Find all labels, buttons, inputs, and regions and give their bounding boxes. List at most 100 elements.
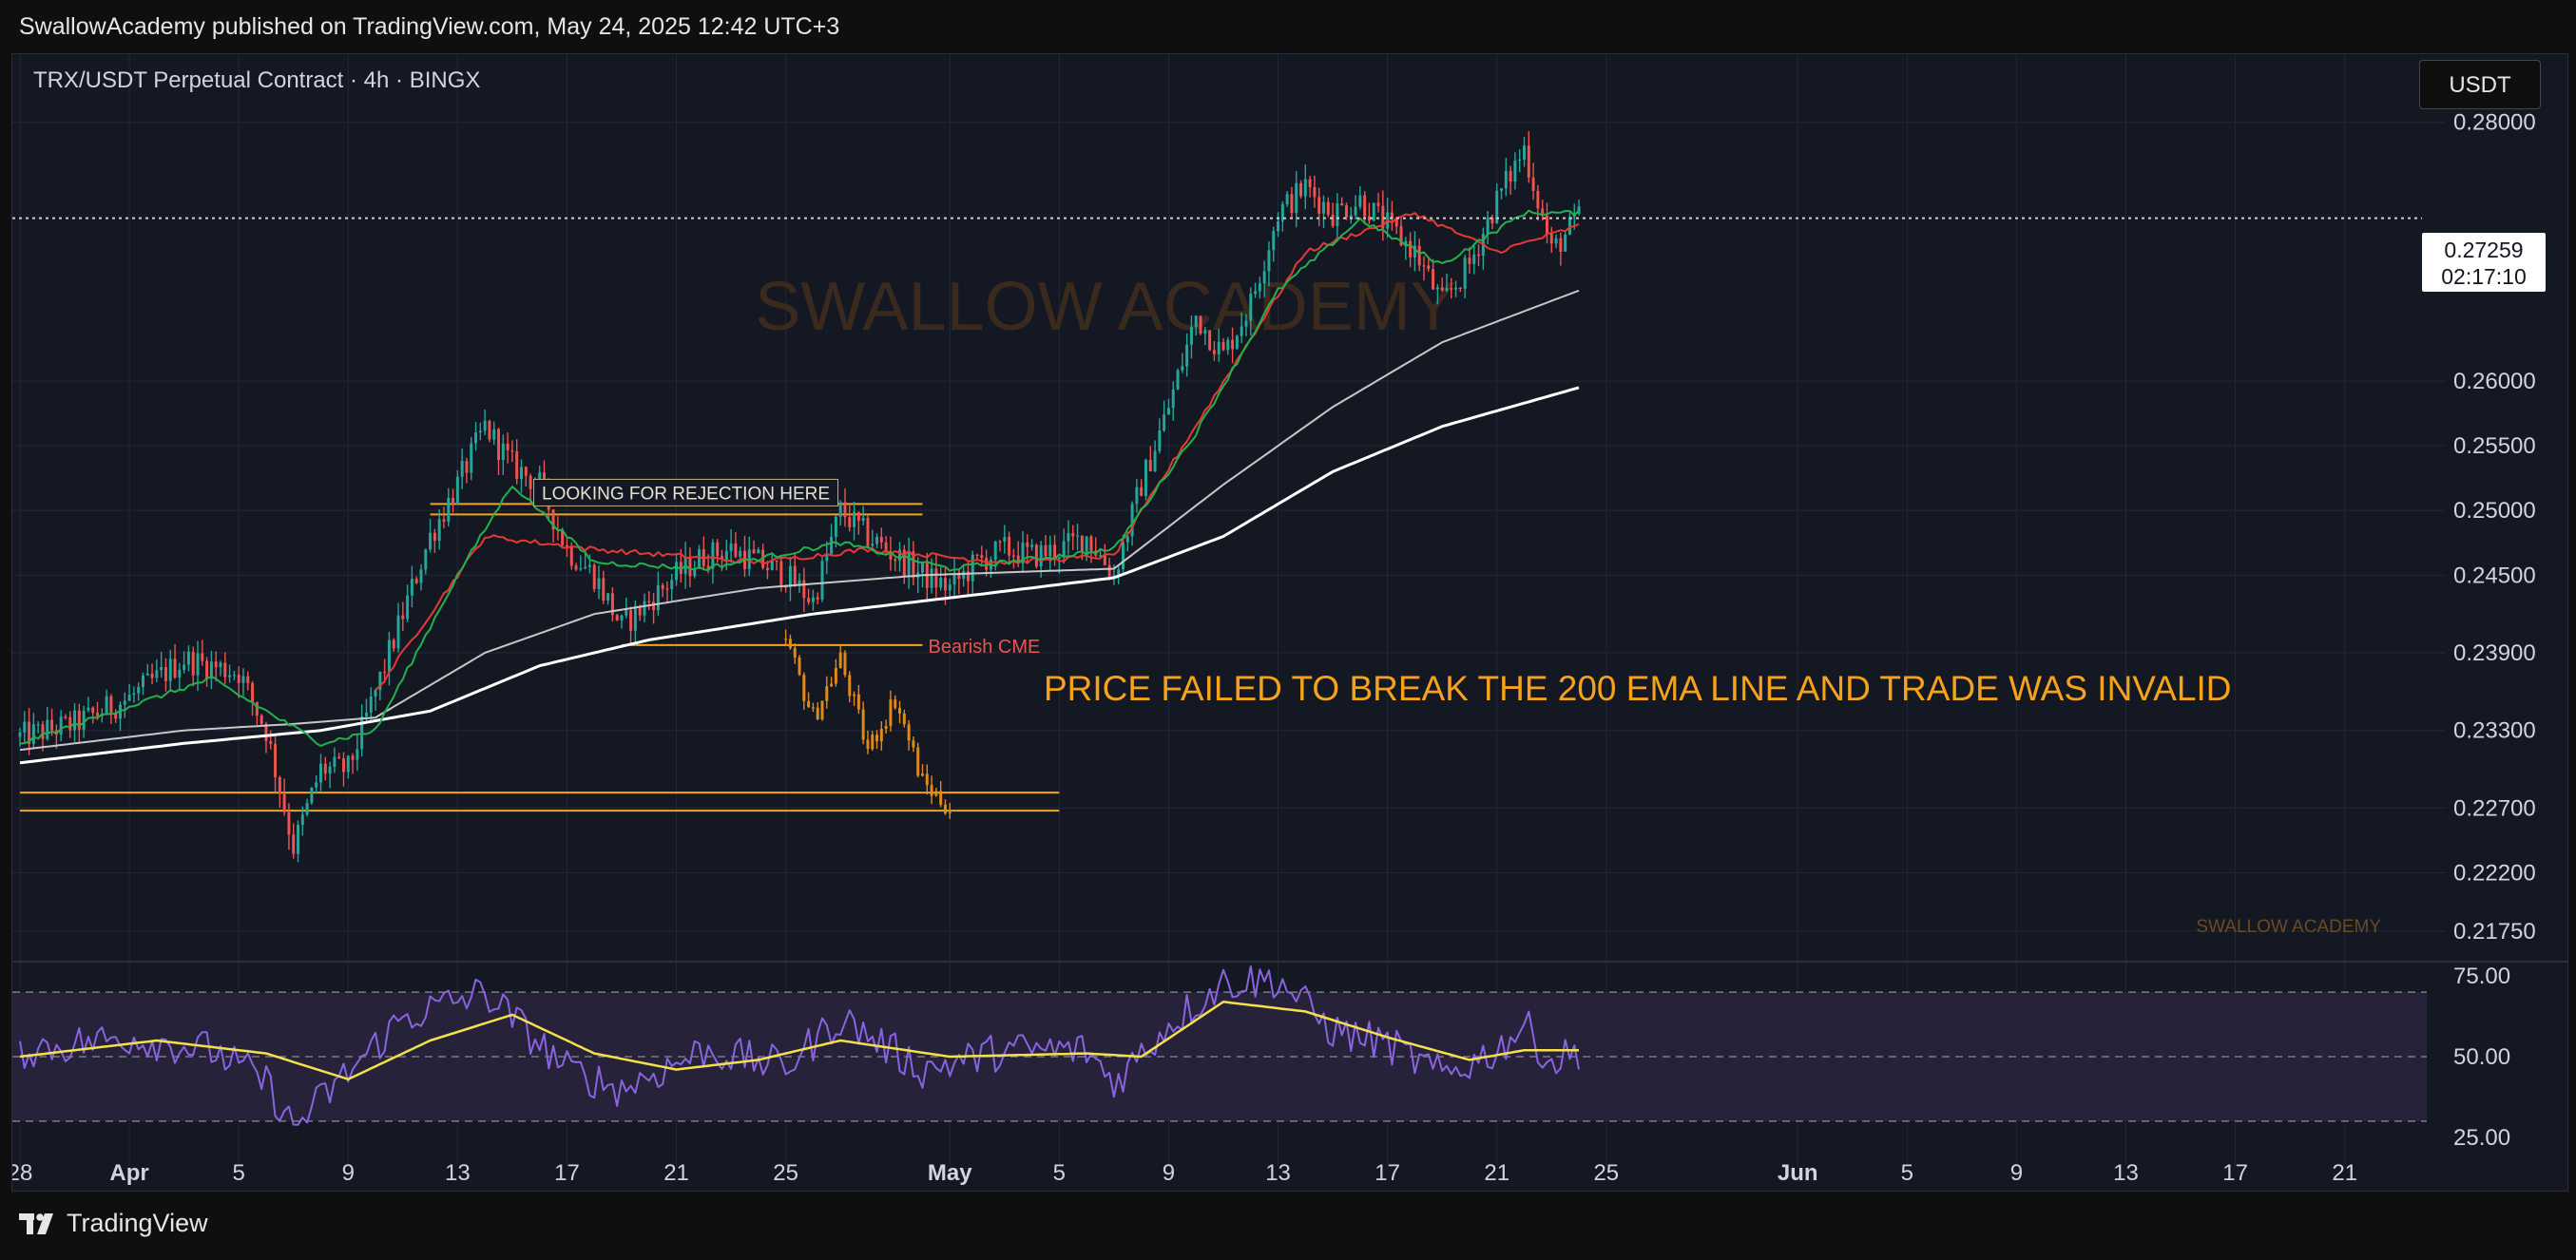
candle-body [1148, 459, 1152, 471]
candle-body [638, 605, 642, 616]
candle-body [228, 675, 232, 678]
tradingview-logo[interactable]: TradingView [19, 1209, 208, 1238]
projection-body [916, 747, 920, 776]
candle-body [1322, 201, 1325, 214]
candle-body [698, 549, 702, 568]
projection-body [816, 707, 819, 720]
candle-body [1048, 544, 1052, 557]
candle-body [902, 549, 906, 577]
candle-body [1390, 212, 1394, 220]
candle-body [1518, 159, 1522, 162]
candle-body [597, 578, 601, 589]
candle-body [1417, 245, 1421, 266]
candle-body [807, 598, 811, 602]
candle-body [1367, 216, 1371, 221]
candle-body [433, 532, 436, 542]
candle-body [569, 546, 573, 566]
candle-body [1372, 202, 1375, 221]
projection-body [856, 694, 860, 710]
chart-panel[interactable]: SWALLOW ACADEMY LOOKING FOR REJECTION HE… [11, 53, 2568, 1192]
candle-body [1541, 208, 1545, 216]
candle-body [706, 565, 710, 569]
currency-button[interactable]: USDT [2419, 60, 2541, 109]
price-chart[interactable]: SWALLOW ACADEMY LOOKING FOR REJECTION HE… [12, 54, 2567, 1191]
candle-body [848, 517, 852, 527]
time-tick-label: 17 [2222, 1160, 2248, 1186]
candle-body [1504, 170, 1508, 189]
projection-body [925, 773, 929, 786]
candle-body [1217, 341, 1221, 354]
candle-body [584, 566, 587, 569]
candle-body [201, 653, 204, 661]
candle-body [993, 541, 997, 560]
time-tick-label: 9 [342, 1160, 355, 1186]
publish-info-bar: SwallowAcademy published on TradingView.… [0, 0, 2576, 53]
rsi-axis[interactable]: 75.00 50.00 25.00 [2453, 964, 2510, 1151]
candle-body [488, 420, 491, 440]
candle-body [656, 584, 660, 611]
candle-body [779, 561, 783, 587]
candle-body [1432, 269, 1435, 290]
candle-body [1313, 187, 1317, 198]
candle-body [1523, 145, 1526, 160]
time-tick-label: 17 [1375, 1160, 1400, 1186]
projection-body [861, 709, 865, 740]
projection-body [807, 700, 811, 708]
published-line: SwallowAcademy published on TradingView.… [19, 13, 840, 40]
candle-body [297, 825, 300, 854]
time-tick-label: 13 [2113, 1160, 2139, 1186]
candle-body [1331, 214, 1335, 226]
projection-body [825, 686, 829, 701]
candle-body [652, 601, 656, 611]
candle-body [711, 542, 715, 569]
candle-body [957, 572, 961, 580]
candle-body [333, 756, 336, 767]
candle-body [1199, 315, 1202, 334]
price-axis[interactable]: 0.28000 0.26000 0.25500 0.25000 0.24500 0.239… [2453, 110, 2536, 945]
candle-body [41, 724, 45, 739]
candle-body [410, 579, 413, 596]
candle-body [87, 707, 90, 711]
candle-body [1567, 217, 1571, 235]
candle-body [1067, 533, 1070, 542]
candle-body [315, 782, 318, 788]
candle-body [587, 564, 591, 567]
candle-body [574, 565, 578, 570]
candle-body [515, 451, 519, 479]
candle-body [538, 472, 542, 485]
candle-body [948, 584, 952, 591]
candle-body [1080, 535, 1084, 553]
candle-body [739, 550, 742, 557]
candle-body [1194, 315, 1198, 328]
candle-body [820, 561, 824, 600]
candle-body [141, 675, 144, 687]
time-tick-label: 17 [554, 1160, 580, 1186]
candle-body [1034, 544, 1038, 567]
candle-body [455, 476, 459, 505]
candle-body [1076, 535, 1080, 537]
candle-body [1280, 203, 1284, 221]
symbol-title[interactable]: TRX/USDT Perpetual Contract · 4h · BINGX [33, 67, 481, 93]
candle-body [1258, 283, 1261, 292]
candle-body [934, 568, 938, 588]
time-tick-label: 28 [12, 1160, 32, 1186]
projection-body [943, 804, 947, 814]
candle-body [282, 793, 286, 812]
candle-body [921, 563, 924, 573]
projection-body [788, 639, 792, 648]
candle-body [1577, 206, 1581, 215]
candle-body [871, 544, 875, 546]
candle-body [1554, 238, 1558, 244]
candle-body [1513, 161, 1517, 182]
candle-body [1413, 245, 1416, 258]
candle-body [1057, 557, 1061, 559]
projection-body [894, 699, 897, 708]
level-label-box [533, 478, 839, 506]
candle-body [1203, 330, 1207, 334]
time-tick-label: 21 [1484, 1160, 1509, 1186]
time-axis[interactable]: 28 Apr 5 9 13 17 21 25 May 5 9 13 17 21 25 Jun 5 9 13 17 21 [12, 1160, 2357, 1186]
candle-body [1135, 487, 1139, 505]
time-tick-label: 9 [1163, 1160, 1175, 1186]
candle-body [798, 580, 801, 586]
candle-body [119, 704, 122, 719]
